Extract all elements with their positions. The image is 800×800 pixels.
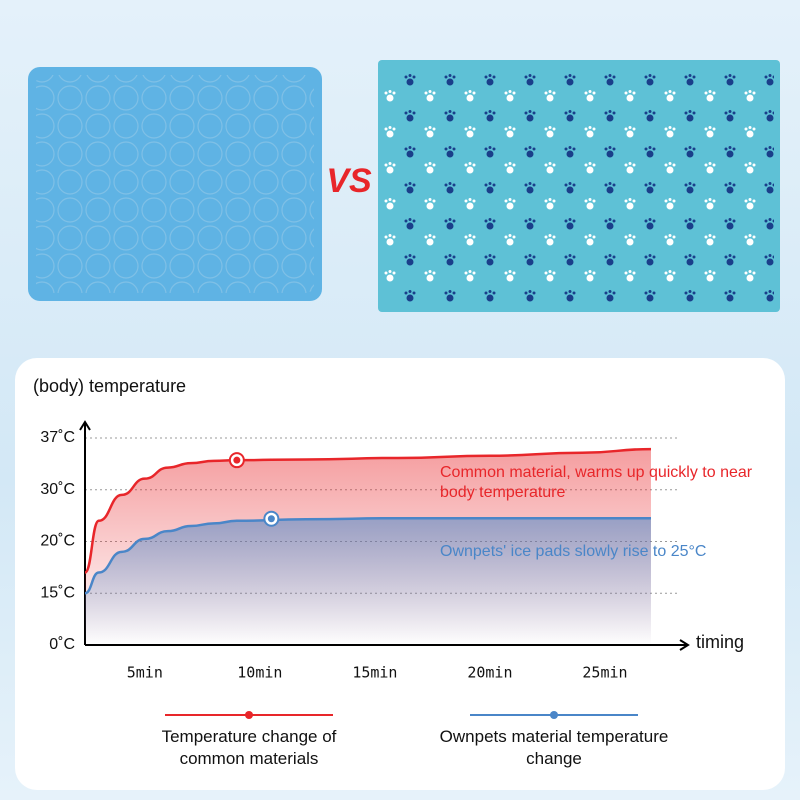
legend-dot: [550, 711, 558, 719]
series-line: [83, 447, 651, 574]
legend-label: Temperature change of common materials: [161, 727, 337, 768]
x-tick-label: 20min: [467, 664, 512, 682]
y-tick-label: 15˚C: [40, 584, 75, 601]
y-tick-label: 20˚C: [40, 533, 75, 550]
product-images: VS: [28, 60, 780, 312]
y-tick-label: 0˚C: [49, 636, 75, 653]
vs-label: VS: [326, 162, 372, 200]
annotation: Common material, warms up quickly to nea…: [440, 464, 753, 501]
annotation: Ownpets' ice pads slowly rise to 25°C: [440, 543, 707, 560]
legend-dot: [245, 711, 253, 719]
y-axis-title: (body) temperature: [33, 376, 186, 396]
marker: [233, 456, 241, 464]
y-tick-label: 30˚C: [40, 481, 75, 498]
y-tick-label: 37˚C: [40, 429, 75, 446]
pad-quilting: [36, 75, 314, 293]
x-tick-label: 10min: [237, 664, 282, 682]
x-tick-label: 15min: [352, 664, 397, 682]
x-axis-title: timing: [696, 632, 744, 652]
marker: [267, 515, 275, 523]
legend-label: Ownpets material temperature change: [439, 727, 669, 768]
x-tick-label: 25min: [582, 664, 627, 682]
series-area: [85, 518, 651, 645]
pad-paws: [384, 66, 774, 306]
x-tick-label: 5min: [127, 664, 163, 682]
series-line: [84, 516, 651, 595]
